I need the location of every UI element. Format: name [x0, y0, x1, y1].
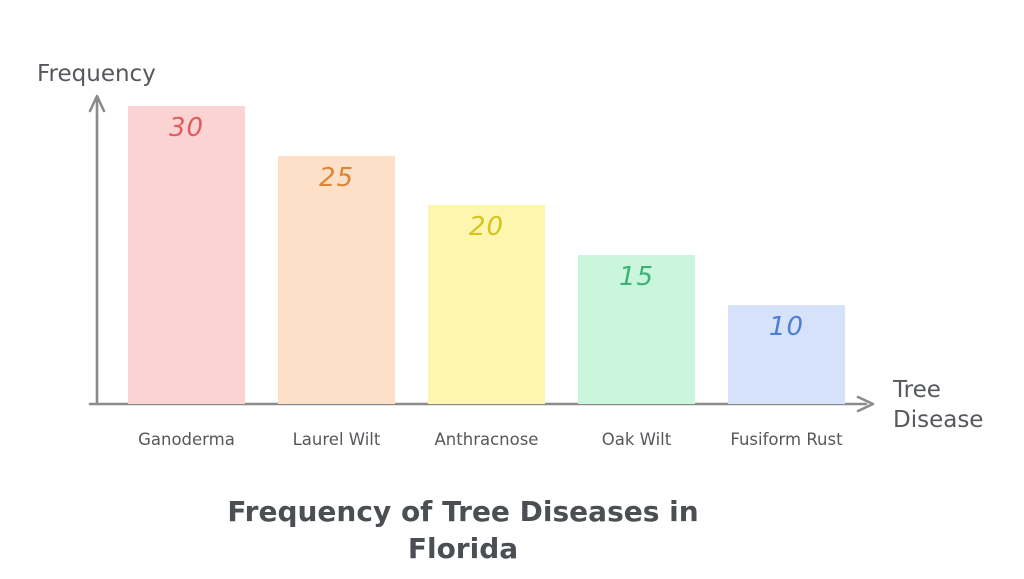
x-tick-oak-wilt: Oak Wilt: [601, 430, 672, 449]
bar-value-oak-wilt: 15: [618, 262, 655, 292]
x-axis-arrowhead-icon: [856, 395, 875, 413]
x-tick-anthracnose: Anthracnose: [434, 430, 539, 449]
bars-group: 30 25 20 15 10: [128, 106, 845, 404]
bar-value-anthracnose: 20: [468, 212, 505, 242]
bar-laurel-wilt: 25: [278, 156, 395, 404]
x-tick-fusiform-rust: Fusiform Rust: [730, 430, 843, 449]
bar-value-laurel-wilt: 25: [318, 163, 355, 193]
x-tick-labels: Ganoderma Laurel Wilt Anthracnose Oak Wilt F…: [128, 430, 845, 449]
bar-fusiform-rust: 10: [728, 305, 845, 404]
chart-title-line1: Frequency of Tree Diseases in: [227, 495, 699, 528]
x-axis-label-line1: Tree: [893, 377, 941, 403]
y-axis-label: Frequency: [37, 61, 156, 87]
bar-anthracnose: 20: [428, 205, 545, 404]
x-tick-ganoderma: Ganoderma: [138, 430, 235, 449]
bar-value-ganoderma: 30: [168, 113, 205, 143]
bar-value-fusiform-rust: 10: [768, 312, 805, 342]
chart-title: Frequency of Tree Diseases in Florida: [183, 493, 743, 567]
bar-ganoderma: 30: [128, 106, 245, 404]
x-tick-laurel-wilt: Laurel Wilt: [292, 430, 381, 449]
x-axis-label: Tree Disease: [893, 375, 983, 435]
y-axis-arrowhead-icon: [88, 94, 106, 113]
x-axis-label-line2: Disease: [893, 407, 984, 433]
chart-title-line2: Florida: [407, 532, 519, 565]
bar-oak-wilt: 15: [578, 255, 695, 404]
